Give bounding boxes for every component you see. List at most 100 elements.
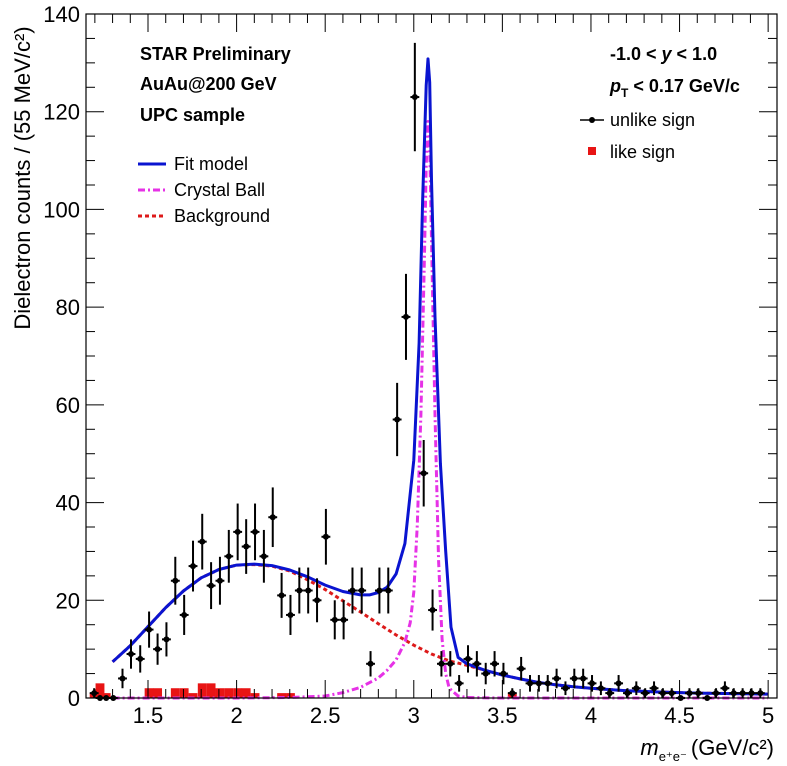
- data-marker: [216, 577, 223, 584]
- data-marker: [163, 636, 170, 643]
- data-point: [374, 567, 384, 614]
- data-marker: [305, 587, 312, 594]
- like-sign-bar: [144, 688, 154, 698]
- data-marker: [713, 690, 720, 697]
- info-box-left: STAR Preliminary AuAu@200 GeV UPC sample: [140, 44, 291, 125]
- data-marker: [748, 690, 755, 697]
- data-marker: [544, 680, 551, 687]
- data-marker: [278, 592, 285, 599]
- data-point: [144, 611, 154, 648]
- x-axis-title-sub: e⁺e⁻: [659, 749, 687, 764]
- data-point: [614, 675, 624, 692]
- data-point: [410, 42, 420, 152]
- pt-cut: pT < 0.17 GeV/c: [609, 76, 740, 100]
- data-point: [428, 589, 437, 631]
- data-point: [224, 529, 234, 583]
- data-marker: [146, 626, 153, 633]
- x-axis-title: me⁺e⁻ (GeV/c²): [640, 735, 774, 764]
- like-sign-bar: [170, 688, 180, 698]
- y-tick-label: 120: [43, 100, 80, 125]
- data-marker: [340, 616, 347, 623]
- data-marker: [234, 528, 241, 535]
- data-marker: [721, 685, 728, 692]
- data-marker: [154, 646, 161, 653]
- like-sign-bar: [250, 693, 260, 698]
- data-point: [339, 600, 349, 640]
- data-point: [153, 633, 163, 665]
- data-point: [294, 567, 304, 614]
- y-tick-labels: 0 20 40 60 80 100 120 140: [43, 2, 80, 711]
- data-marker: [225, 553, 232, 560]
- data-point: [543, 675, 553, 692]
- x-tick-label: 3: [408, 703, 420, 728]
- data-marker: [429, 607, 436, 614]
- data-marker: [358, 587, 365, 594]
- data-marker: [349, 587, 356, 594]
- data-point: [738, 688, 748, 698]
- data-marker: [580, 675, 587, 682]
- data-point: [348, 567, 357, 614]
- data-point: [268, 487, 278, 548]
- data-marker: [668, 690, 675, 697]
- data-point: [197, 513, 207, 570]
- data-marker: [367, 660, 374, 667]
- x-axis-title-units: (GeV/c²): [691, 735, 774, 760]
- data-point: [436, 651, 446, 677]
- data-marker: [730, 690, 737, 697]
- like-sign-bar: [233, 688, 243, 698]
- like-sign-bar: [206, 683, 216, 698]
- data-point: [578, 668, 588, 689]
- data-marker: [128, 651, 135, 658]
- data-point: [250, 503, 260, 561]
- data-point: [126, 639, 136, 669]
- data-point: [135, 645, 145, 673]
- data-point: [321, 508, 331, 565]
- data-marker: [597, 685, 604, 692]
- data-point: [392, 382, 402, 457]
- data-marker: [252, 528, 259, 535]
- data-point: [499, 662, 508, 685]
- data-marker: [535, 680, 542, 687]
- info-line-3: UPC sample: [140, 105, 245, 125]
- data-marker: [199, 538, 206, 545]
- data-point: [162, 622, 171, 657]
- like-sign-bar: [188, 693, 198, 698]
- data-marker: [456, 680, 463, 687]
- x-tick-label: 5: [762, 703, 774, 728]
- data-marker: [739, 690, 746, 697]
- x-tick-label: 1.5: [133, 703, 164, 728]
- data-point: [525, 675, 535, 692]
- like-sign-bar: [277, 693, 287, 698]
- data-marker: [473, 660, 480, 667]
- like-sign-bar: [197, 683, 207, 698]
- data-point: [259, 529, 269, 583]
- data-point: [89, 688, 99, 698]
- legend-like-marker: [588, 147, 596, 155]
- data-point: [534, 675, 544, 692]
- data-marker: [571, 675, 578, 682]
- legend-like-label: like sign: [610, 142, 675, 162]
- data-marker: [269, 514, 276, 521]
- x-axis-title-var: m: [640, 735, 658, 760]
- legend-right: unlike sign like sign: [580, 110, 695, 162]
- data-marker: [686, 690, 693, 697]
- data-point: [729, 688, 739, 698]
- data-marker: [208, 582, 215, 589]
- legend-cb-label: Crystal Ball: [174, 180, 265, 200]
- crystal-ball-curve: [112, 120, 769, 700]
- x-tick-label: 4: [585, 703, 597, 728]
- data-point: [596, 681, 606, 696]
- data-point: [366, 651, 375, 677]
- data-point: [206, 562, 216, 610]
- data-marker: [624, 690, 631, 697]
- data-point: [552, 668, 562, 689]
- data-marker: [695, 690, 702, 697]
- data-point: [463, 645, 473, 673]
- data-marker: [119, 675, 126, 682]
- data-marker: [642, 690, 649, 697]
- rapidity-cut: -1.0 < y < 1.0: [610, 44, 717, 64]
- data-point: [312, 578, 322, 623]
- like-sign-layer: [89, 683, 517, 698]
- legend-left: Fit model Crystal Ball Background: [138, 154, 270, 226]
